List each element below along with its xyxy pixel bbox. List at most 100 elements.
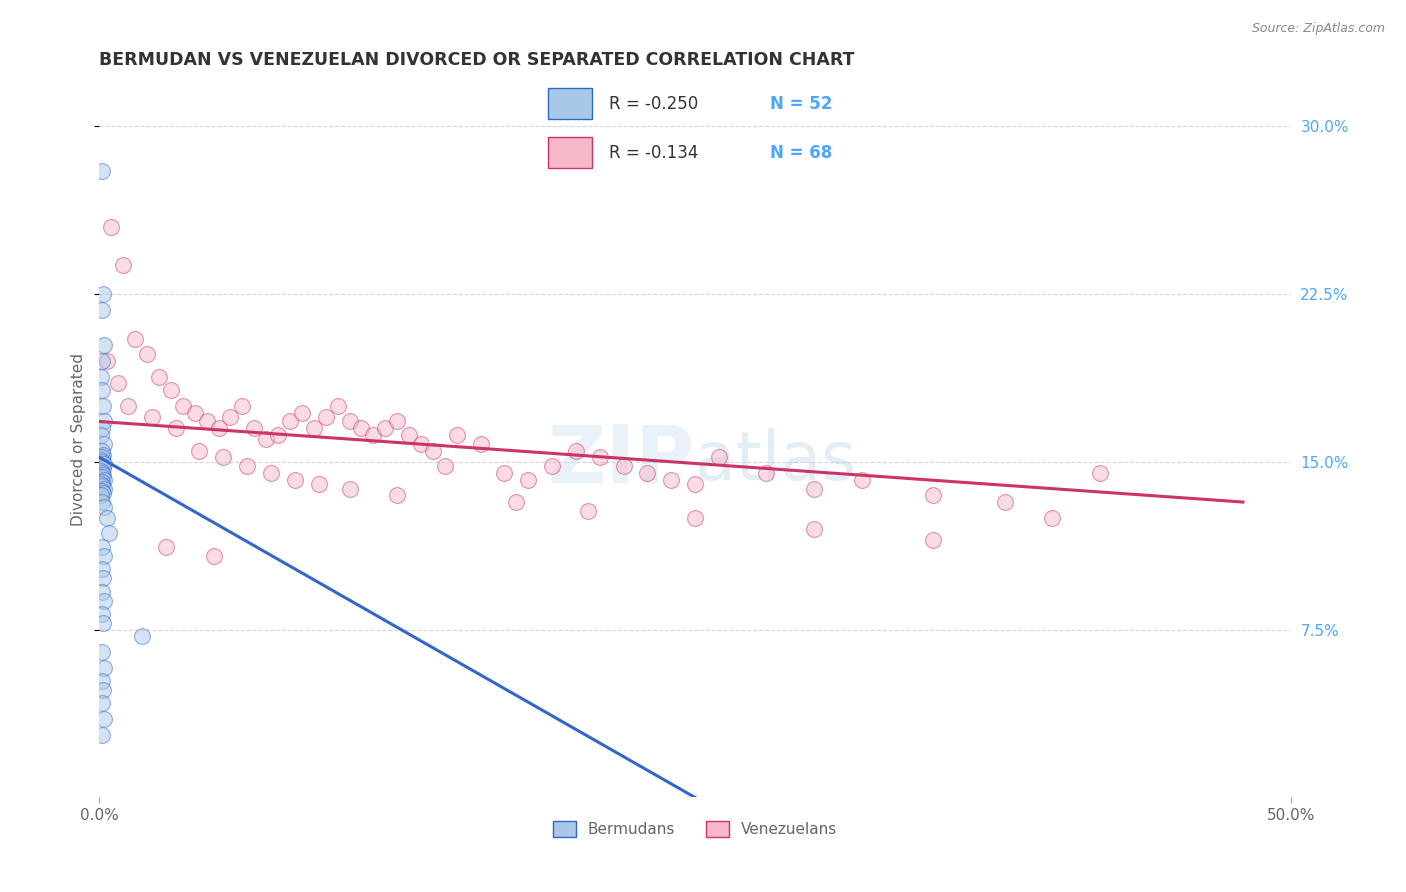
Point bbox=[90, 562, 112, 576]
Point bbox=[398, 428, 420, 442]
Point bbox=[141, 410, 163, 425]
Point bbox=[315, 410, 337, 425]
Text: N = 68: N = 68 bbox=[770, 144, 832, 161]
Point bbox=[131, 629, 153, 643]
Point bbox=[505, 495, 527, 509]
Point bbox=[494, 466, 516, 480]
Point bbox=[93, 473, 115, 487]
Point bbox=[308, 477, 330, 491]
Point bbox=[93, 712, 115, 726]
Point bbox=[90, 697, 112, 711]
Point bbox=[470, 437, 492, 451]
Point bbox=[291, 405, 314, 419]
Point bbox=[93, 500, 115, 514]
Point bbox=[1040, 510, 1063, 524]
Point bbox=[589, 450, 612, 465]
Point bbox=[100, 219, 122, 234]
Point bbox=[683, 477, 706, 491]
Point bbox=[541, 459, 564, 474]
Point bbox=[433, 459, 456, 474]
Point bbox=[90, 470, 112, 484]
Point bbox=[339, 482, 361, 496]
Point bbox=[91, 683, 114, 698]
Point bbox=[93, 549, 115, 563]
Point bbox=[90, 428, 112, 442]
Point bbox=[90, 302, 112, 317]
Point bbox=[90, 466, 112, 480]
Point bbox=[97, 526, 120, 541]
FancyBboxPatch shape bbox=[548, 137, 592, 168]
Text: R = -0.134: R = -0.134 bbox=[609, 144, 697, 161]
Point bbox=[90, 584, 112, 599]
Point bbox=[576, 504, 599, 518]
Point bbox=[148, 369, 170, 384]
Point bbox=[659, 473, 682, 487]
Point bbox=[90, 477, 112, 491]
Point bbox=[165, 421, 187, 435]
Point bbox=[231, 399, 253, 413]
Point bbox=[803, 522, 825, 536]
Point bbox=[117, 399, 139, 413]
Point bbox=[363, 428, 385, 442]
Text: R = -0.250: R = -0.250 bbox=[609, 95, 697, 112]
Point bbox=[302, 421, 325, 435]
Point bbox=[90, 421, 112, 435]
Text: Source: ZipAtlas.com: Source: ZipAtlas.com bbox=[1251, 22, 1385, 36]
Point bbox=[90, 607, 112, 621]
Point bbox=[93, 482, 115, 496]
Point bbox=[339, 415, 361, 429]
Legend: Bermudans, Venezuelans: Bermudans, Venezuelans bbox=[547, 815, 844, 844]
Text: BERMUDAN VS VENEZUELAN DIVORCED OR SEPARATED CORRELATION CHART: BERMUDAN VS VENEZUELAN DIVORCED OR SEPAR… bbox=[100, 51, 855, 69]
Point bbox=[326, 399, 349, 413]
Point bbox=[267, 428, 290, 442]
Point bbox=[93, 660, 115, 674]
Point bbox=[243, 421, 266, 435]
Point bbox=[612, 459, 634, 474]
Point bbox=[636, 466, 658, 480]
Point bbox=[284, 473, 307, 487]
Point bbox=[219, 410, 242, 425]
Point bbox=[350, 421, 373, 435]
Point bbox=[91, 461, 114, 475]
Point bbox=[93, 415, 115, 429]
Point bbox=[96, 510, 118, 524]
Point bbox=[422, 443, 444, 458]
FancyBboxPatch shape bbox=[548, 88, 592, 119]
Point bbox=[278, 415, 301, 429]
Point bbox=[112, 258, 135, 272]
Point bbox=[90, 540, 112, 554]
Point bbox=[90, 475, 112, 489]
Point bbox=[93, 457, 115, 471]
Point bbox=[90, 674, 112, 689]
Point bbox=[851, 473, 873, 487]
Point bbox=[188, 443, 211, 458]
Point bbox=[93, 437, 115, 451]
Point bbox=[755, 466, 778, 480]
Point bbox=[212, 450, 235, 465]
Point bbox=[1088, 466, 1111, 480]
Point bbox=[90, 495, 112, 509]
Point bbox=[90, 383, 112, 397]
Y-axis label: Divorced or Separated: Divorced or Separated bbox=[72, 353, 86, 526]
Point bbox=[183, 405, 205, 419]
Point bbox=[446, 428, 468, 442]
Point bbox=[90, 164, 112, 178]
Point bbox=[93, 338, 115, 352]
Text: N = 52: N = 52 bbox=[770, 95, 832, 112]
Text: ZIP: ZIP bbox=[548, 422, 695, 500]
Point bbox=[236, 459, 259, 474]
Point bbox=[90, 455, 112, 469]
Point bbox=[172, 399, 194, 413]
Point bbox=[91, 571, 114, 585]
Point bbox=[91, 448, 114, 462]
Point bbox=[90, 452, 112, 467]
Point bbox=[90, 450, 112, 465]
Point bbox=[387, 415, 409, 429]
Point bbox=[202, 549, 225, 563]
Text: atlas: atlas bbox=[695, 428, 856, 494]
Point bbox=[107, 376, 129, 391]
Point bbox=[387, 488, 409, 502]
Point bbox=[994, 495, 1017, 509]
Point bbox=[90, 728, 112, 742]
Point bbox=[90, 369, 112, 384]
